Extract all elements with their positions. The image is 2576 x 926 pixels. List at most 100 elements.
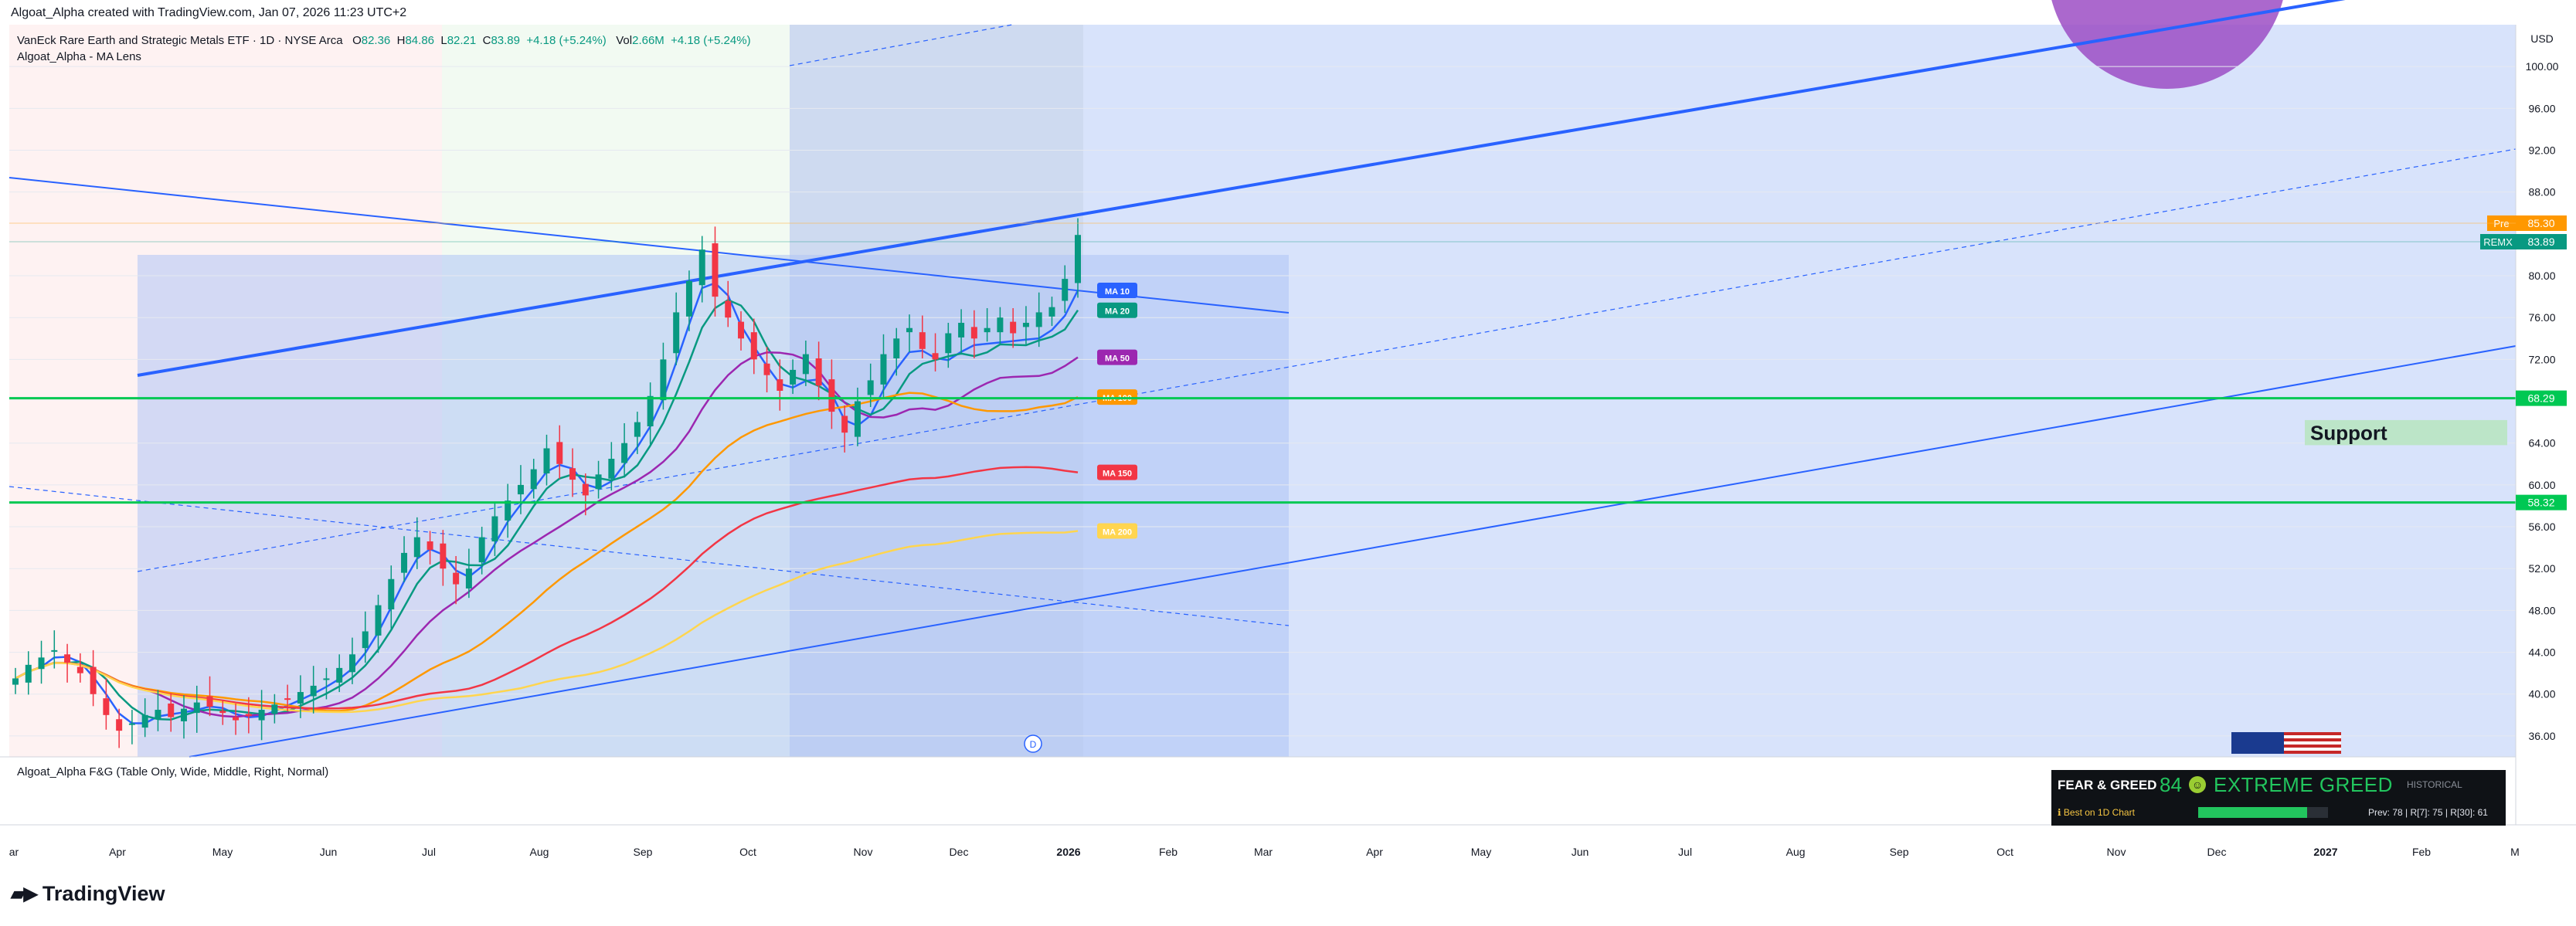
candle-body xyxy=(491,516,498,542)
x-tick-label: Jul xyxy=(1678,846,1692,858)
fg-gauge-bar xyxy=(2198,807,2328,818)
ma-tag-label: MA 200 xyxy=(1103,527,1132,537)
candle-body xyxy=(505,500,511,521)
symbol-legend[interactable]: VanEck Rare Earth and Strategic Metals E… xyxy=(17,34,751,47)
dividend-marker xyxy=(1024,734,1042,753)
close-value: 83.89 xyxy=(491,34,520,47)
candle-body xyxy=(569,468,576,480)
candle-body xyxy=(660,359,667,401)
candle-body xyxy=(413,537,420,558)
price-tag-value: 85.30 xyxy=(2527,217,2554,229)
y-tick-label: 76.00 xyxy=(2528,311,2555,324)
candle-body xyxy=(608,459,615,479)
x-tick-label: Sep xyxy=(1890,846,1909,858)
x-tick-label: 2027 xyxy=(2313,846,2337,858)
candle-body xyxy=(310,685,317,697)
ma-tag: MA 20 xyxy=(1097,302,1137,318)
upper-dashed-line xyxy=(789,24,1013,66)
candle-body xyxy=(440,543,447,569)
candle-body xyxy=(193,702,200,714)
symbol-name: VanEck Rare Earth and Strategic Metals E… xyxy=(17,34,343,47)
x-tick-label: M xyxy=(2510,846,2520,858)
candle-body xyxy=(582,483,589,496)
candle-body xyxy=(802,354,809,375)
y-tick-label: 96.00 xyxy=(2528,102,2555,114)
candle-body xyxy=(336,667,343,683)
x-tick-label: 2026 xyxy=(1056,846,1080,858)
price-tag-value: 58.32 xyxy=(2527,497,2554,509)
candle-body xyxy=(763,363,770,375)
study-legend[interactable]: Algoat_Alpha - MA Lens xyxy=(17,50,141,63)
y-tick-label: 44.00 xyxy=(2528,646,2555,659)
x-tick-label: Feb xyxy=(1159,846,1178,858)
ma-tag: MA 200 xyxy=(1097,523,1137,539)
candle-body xyxy=(453,572,460,585)
candle-body xyxy=(738,321,745,339)
candle-body xyxy=(362,631,369,649)
flag-stripe xyxy=(2231,745,2341,748)
y-tick-label: 80.00 xyxy=(2528,270,2555,282)
support-zone-label: Support xyxy=(2310,422,2387,445)
fg-note: ℹ Best on 1D Chart xyxy=(2058,807,2135,818)
candle-body xyxy=(1010,321,1017,334)
tv-logo-text: TradingView xyxy=(42,882,165,905)
y-tick-label: 48.00 xyxy=(2528,604,2555,616)
x-tick-label: Feb xyxy=(2412,846,2431,858)
ma-tag-label: MA 50 xyxy=(1105,354,1130,364)
ma-tag-bg xyxy=(1097,464,1137,480)
ma-tag-label: MA 20 xyxy=(1105,307,1130,317)
x-tick-label: Dec xyxy=(950,846,969,858)
candle-body xyxy=(970,327,977,339)
candle-body xyxy=(323,678,330,680)
price-tag-name-bg xyxy=(2480,234,2516,249)
flag-stripe xyxy=(2231,732,2341,735)
fear-greed-table: FEAR & GREED 84 ☺ EXTREME GREED HISTORIC… xyxy=(2051,770,2506,826)
low-value: 82.21 xyxy=(447,34,477,47)
chart-caption: Algoat_Alpha created with TradingView.co… xyxy=(11,6,407,19)
x-tick-label: Jul xyxy=(422,846,436,858)
candle-body xyxy=(750,332,757,360)
candle-body xyxy=(1062,279,1069,301)
y-tick-label: 100.00 xyxy=(2526,60,2559,73)
candle-body xyxy=(517,484,524,495)
candle-body xyxy=(841,416,848,433)
candle-body xyxy=(103,698,110,715)
candle-body xyxy=(880,354,887,385)
x-tick-label: Nov xyxy=(2107,846,2126,858)
fg-title: FEAR & GREED xyxy=(2058,778,2157,792)
flag-canton xyxy=(2231,732,2284,754)
indicator-label[interactable]: Algoat_Alpha F&G (Table Only, Wide, Midd… xyxy=(17,765,329,778)
ma-tag: MA 10 xyxy=(1097,282,1137,298)
ma-line-ma100 xyxy=(15,392,1079,712)
candle-body xyxy=(621,443,628,463)
candle-body xyxy=(348,654,355,673)
y-tick-label: 72.00 xyxy=(2528,353,2555,365)
x-tick-label: Aug xyxy=(530,846,549,858)
price-tag-name: REMX xyxy=(2483,236,2513,248)
fg-value: 84 xyxy=(2160,773,2182,796)
candle-body xyxy=(725,300,732,318)
y-tick-label: 52.00 xyxy=(2528,562,2555,575)
candle-body xyxy=(945,333,952,354)
price-tag-value: 83.89 xyxy=(2527,236,2554,248)
flag-stripe xyxy=(2231,738,2341,741)
flag-stripe xyxy=(2231,735,2341,738)
tv-logo-icon: ▰▶ xyxy=(11,884,38,904)
ma-tag-label: MA 150 xyxy=(1103,470,1132,479)
x-tick-label: May xyxy=(1471,846,1491,858)
channel-upper-line xyxy=(137,0,2346,377)
candle-body xyxy=(997,317,1004,333)
candle-body xyxy=(465,568,472,589)
price-tag-bg xyxy=(2516,234,2567,249)
fg-historical: HISTORICAL xyxy=(2407,779,2462,790)
fg-previous: Prev: 78 | R[7]: 75 | R[30]: 61 xyxy=(2368,807,2488,818)
tradingview-logo[interactable]: ▰▶ TradingView xyxy=(11,882,165,906)
candle-body xyxy=(219,711,226,714)
candle-body xyxy=(984,327,991,333)
x-tick-label: Apr xyxy=(109,846,126,858)
candle-body xyxy=(1035,312,1042,327)
fg-label: EXTREME GREED xyxy=(2214,773,2393,796)
ma-line-ma200 xyxy=(15,530,1079,714)
